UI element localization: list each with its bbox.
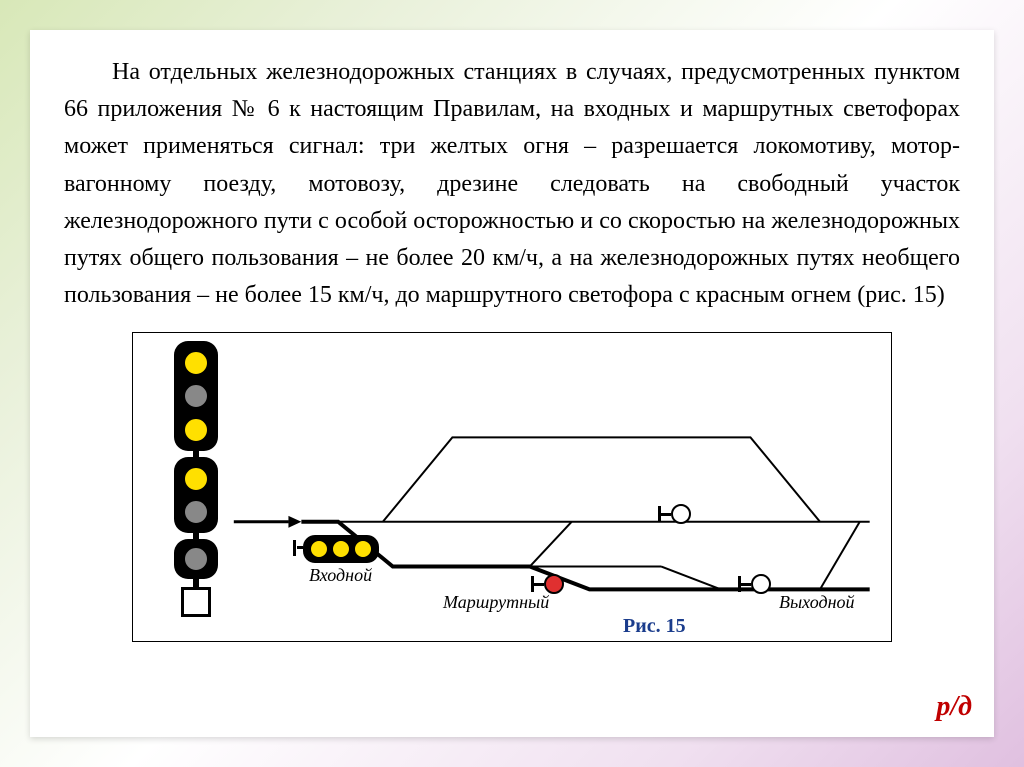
route-label: Маршрутный xyxy=(443,592,549,613)
signal-post-icon xyxy=(297,546,303,549)
rzd-logo: р/д xyxy=(936,691,972,723)
exit-signal-icon xyxy=(658,504,691,524)
entry-label: Входной xyxy=(309,565,372,586)
diagram-figure: Входной Маршрутный Выходной Рис. 15 xyxy=(132,332,892,642)
body-paragraph: На отдельных железнодорожных станциях в … xyxy=(64,54,960,314)
signal-post-icon xyxy=(293,540,296,556)
entry-signal-icon xyxy=(303,535,379,563)
figure-caption: Рис. 15 xyxy=(623,615,686,638)
route-signal-icon xyxy=(531,574,564,594)
exit-signal-icon xyxy=(738,574,771,594)
slide-panel: На отдельных железнодорожных станциях в … xyxy=(30,30,994,737)
exit-label: Выходной xyxy=(779,592,855,613)
